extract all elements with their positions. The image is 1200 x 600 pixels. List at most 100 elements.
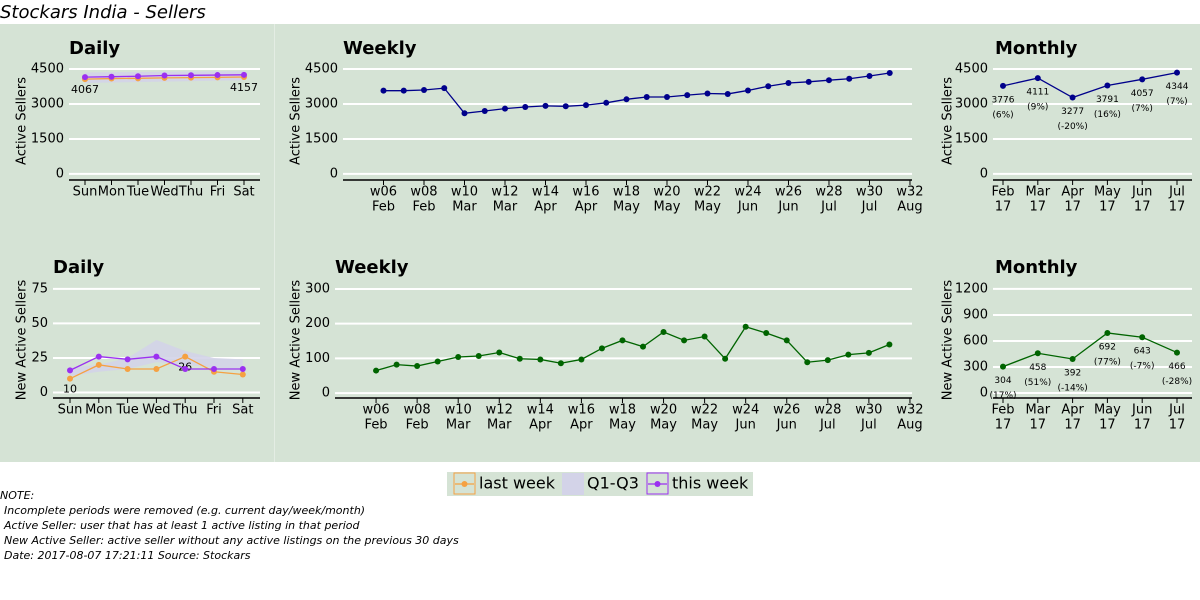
x-tick-label: w20: [650, 403, 677, 418]
data-point: [684, 92, 691, 99]
x-tick-sublabel: Mar: [452, 200, 477, 215]
data-point: [400, 87, 407, 94]
data-point: [742, 323, 749, 330]
x-tick-sublabel: 17: [1064, 200, 1081, 215]
y-tick-label: 4500: [955, 61, 988, 76]
data-point: [542, 102, 549, 109]
x-tick-sublabel: Jul: [820, 200, 837, 215]
x-tick-sublabel: 17: [1134, 418, 1151, 433]
x-tick-sublabel: 17: [1099, 418, 1116, 433]
change-label: (-28%): [1162, 377, 1192, 387]
x-tick-sublabel: Jun: [737, 200, 758, 215]
x-tick-sublabel: Feb: [365, 418, 388, 433]
y-tick-label: 100: [305, 351, 330, 366]
change-label: (7%): [1132, 104, 1153, 114]
data-point: [211, 366, 217, 372]
y-tick-label: 1200: [955, 281, 988, 296]
data-point: [886, 69, 893, 76]
y-tick-label: 300: [305, 281, 330, 296]
x-tick-sublabel: Apr: [534, 200, 557, 215]
x-tick-sublabel: Feb: [412, 200, 435, 215]
data-label: 4111: [1026, 88, 1049, 98]
data-label: 3791: [1096, 95, 1119, 105]
legend-label: this week: [672, 474, 749, 493]
y-axis-label: New Active Sellers: [15, 280, 30, 401]
x-tick-sublabel: Mar: [487, 418, 512, 433]
data-point: [501, 105, 508, 112]
x-tick-label: Wed: [150, 185, 178, 200]
x-tick-label: w16: [572, 185, 599, 200]
data-point: [619, 337, 626, 344]
chart-title: Daily: [53, 257, 104, 278]
x-tick-label: Jul: [1168, 403, 1185, 418]
data-point: [846, 75, 853, 82]
x-tick-sublabel: 17: [1134, 200, 1151, 215]
page-title: Stockars India - Sellers: [0, 2, 206, 23]
x-tick-label: Fri: [206, 403, 222, 418]
data-point: [420, 86, 427, 93]
x-tick-sublabel: Jun: [777, 200, 798, 215]
data-label: 643: [1134, 347, 1151, 357]
chart-title: Weekly: [335, 257, 409, 278]
data-point: [161, 72, 168, 79]
y-tick-label: 1500: [305, 131, 338, 146]
x-tick-label: w28: [815, 185, 842, 200]
y-tick-label: 300: [963, 359, 988, 374]
x-tick-label: w14: [532, 185, 559, 200]
data-label: 4344: [1166, 82, 1189, 92]
data-point: [1000, 363, 1006, 370]
legend-background: [447, 472, 753, 496]
data-point: [763, 330, 770, 337]
x-tick-sublabel: 17: [1064, 418, 1081, 433]
y-tick-label: 600: [963, 333, 988, 348]
data-point: [461, 110, 468, 117]
data-point: [1034, 350, 1041, 357]
legend-swatch-marker: [461, 481, 468, 487]
x-tick-label: Mon: [85, 403, 112, 418]
x-tick-label: w28: [814, 403, 841, 418]
x-tick-sublabel: 17: [995, 418, 1012, 433]
x-tick-label: Tue: [115, 403, 138, 418]
chart-title: Monthly: [995, 257, 1078, 278]
x-tick-label: Thu: [178, 185, 203, 200]
note-line: Active Seller: user that has at least 1 …: [3, 519, 360, 532]
x-tick-sublabel: Jul: [861, 200, 878, 215]
y-tick-label: 3000: [955, 96, 988, 111]
data-point: [623, 96, 630, 103]
x-tick-sublabel: Apr: [575, 200, 598, 215]
data-point: [373, 367, 380, 374]
x-tick-label: Jun: [1131, 403, 1152, 418]
y-tick-label: 1500: [31, 131, 64, 146]
x-tick-label: w12: [491, 185, 518, 200]
y-tick-label: 200: [305, 316, 330, 331]
data-point: [1139, 334, 1146, 341]
data-point: [241, 71, 247, 78]
y-tick-label: 75: [31, 281, 48, 296]
data-label: 458: [1029, 363, 1046, 373]
data-point: [434, 358, 441, 365]
data-point: [67, 375, 73, 382]
data-point: [1034, 75, 1041, 82]
x-tick-label: w22: [694, 185, 721, 200]
series-line: [375, 326, 890, 372]
y-tick-label: 0: [980, 166, 988, 181]
change-label: (77%): [1094, 357, 1121, 367]
x-tick-label: w32: [896, 403, 923, 418]
data-point: [866, 72, 873, 79]
change-label: (7%): [1166, 97, 1187, 107]
change-label: (51%): [1024, 378, 1051, 388]
data-point: [455, 354, 462, 361]
x-tick-label: w10: [445, 403, 472, 418]
x-tick-label: w12: [486, 403, 513, 418]
x-tick-sublabel: Mar: [493, 200, 518, 215]
data-point: [124, 366, 131, 372]
y-tick-label: 3000: [31, 96, 64, 111]
data-label: 10: [63, 383, 77, 396]
data-point: [239, 371, 246, 378]
data-point: [701, 333, 708, 340]
x-tick-sublabel: Mar: [446, 418, 471, 433]
legend-swatch-box: [453, 472, 476, 495]
data-point: [1139, 76, 1146, 83]
change-label: (17%): [989, 391, 1016, 401]
x-tick-sublabel: 17: [995, 200, 1012, 215]
